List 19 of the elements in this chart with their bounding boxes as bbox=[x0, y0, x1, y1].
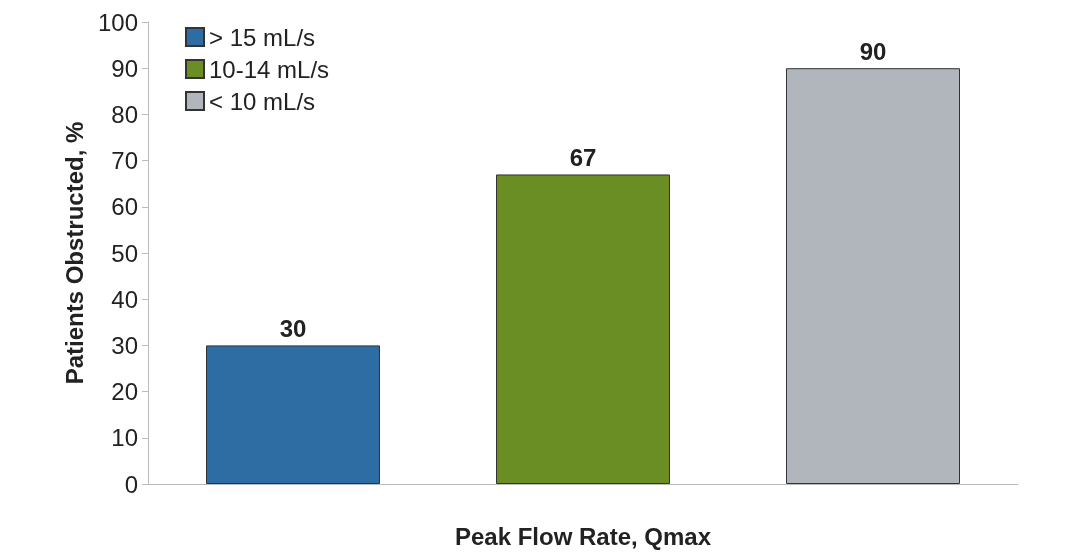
y-tick-label: 100 bbox=[97, 8, 138, 36]
data-label: 67 bbox=[569, 143, 597, 171]
y-axis-title: Patients Obstructed, % bbox=[60, 121, 88, 385]
y-tick-label: 50 bbox=[111, 239, 138, 267]
y-tick-label: 80 bbox=[111, 100, 138, 128]
y-tick-label: 70 bbox=[111, 147, 138, 175]
y-tick-label: 30 bbox=[111, 331, 138, 359]
legend-label: < 10 mL/s bbox=[209, 87, 316, 115]
y-tick-label: 20 bbox=[111, 378, 138, 406]
x-axis-title: Peak Flow Rate, Qmax bbox=[454, 522, 712, 550]
legend-label: > 15 mL/s bbox=[209, 23, 316, 51]
data-label: 30 bbox=[279, 314, 307, 342]
legend-label: 10-14 mL/s bbox=[209, 55, 330, 83]
y-tick-label: 60 bbox=[111, 193, 138, 221]
data-label: 90 bbox=[859, 37, 887, 65]
y-tick-label: 0 bbox=[124, 470, 138, 498]
y-tick-label: 40 bbox=[111, 285, 138, 313]
y-tick-label: 10 bbox=[111, 424, 138, 452]
y-tick-label: 90 bbox=[111, 54, 138, 82]
